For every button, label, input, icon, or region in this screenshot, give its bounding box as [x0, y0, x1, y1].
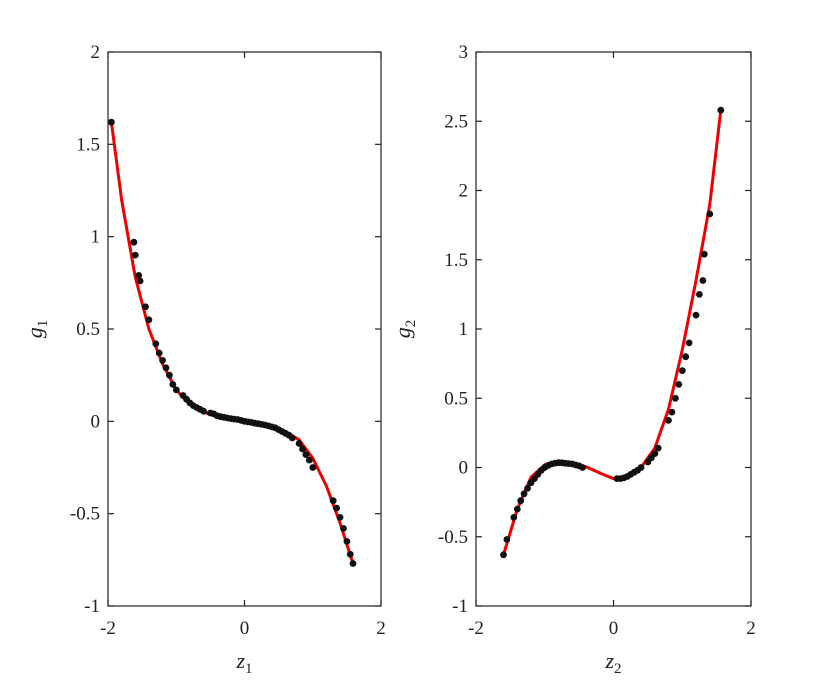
data-point [142, 303, 149, 311]
y-tick-label: 0 [459, 458, 469, 479]
data-point [329, 497, 337, 505]
data-point [510, 514, 518, 521]
data-point [159, 357, 167, 364]
x-tick-label: 0 [240, 618, 250, 639]
y-tick-label: 1 [459, 319, 469, 340]
data-point [299, 445, 306, 453]
data-point [699, 277, 707, 284]
data-point [682, 353, 690, 361]
data-point [672, 394, 679, 402]
data-point [145, 316, 153, 324]
data-point [200, 407, 208, 415]
data-point [130, 238, 138, 246]
x-axis-label-subscript: 2 [614, 661, 622, 677]
data-point [513, 505, 521, 513]
data-point [678, 367, 686, 374]
data-point [651, 450, 659, 457]
y-tick-label: 0.5 [76, 319, 100, 340]
data-point [346, 550, 354, 558]
y-tick-label: 2.5 [444, 111, 468, 132]
data-point [172, 386, 180, 394]
y-tick-label: 2 [459, 181, 469, 202]
data-point [668, 408, 676, 416]
y-tick-label: 1.5 [444, 250, 468, 271]
data-point [343, 538, 351, 545]
y-axis-label-subscript: 2 [403, 320, 419, 328]
x-tick-label: -2 [100, 618, 116, 639]
y-tick-label: 3 [459, 42, 469, 63]
data-point [579, 464, 586, 471]
data-point [336, 514, 344, 521]
x-tick-label: 0 [609, 618, 619, 639]
data-point [108, 118, 115, 126]
x-tick-label: 2 [746, 618, 756, 639]
data-point [500, 551, 507, 559]
x-axis-label-subscript: 1 [245, 661, 253, 677]
data-point [155, 349, 163, 357]
data-point [503, 536, 511, 543]
y-axis-label-main: g [22, 327, 47, 338]
x-axis-label: z1 [235, 648, 252, 677]
data-point [520, 490, 528, 498]
data-point [665, 417, 672, 424]
data-point [169, 381, 177, 388]
data-point [349, 560, 357, 567]
data-point [309, 464, 317, 471]
x-axis-label: z2 [604, 648, 621, 677]
y-tick-label: -0.5 [438, 527, 468, 548]
y-tick-label: 1.5 [76, 134, 100, 155]
data-point [152, 340, 160, 348]
y-axis-label-subscript: 1 [35, 320, 51, 328]
data-point [302, 451, 310, 458]
data-point [706, 210, 714, 218]
data-point [524, 484, 531, 492]
x-axis-label-main: z [235, 648, 245, 673]
y-tick-label: -1 [452, 596, 468, 617]
x-axis-label-main: z [604, 648, 614, 673]
data-point [700, 250, 708, 258]
y-tick-label: -1 [84, 596, 100, 617]
y-tick-label: -0.5 [70, 504, 100, 525]
data-point [135, 272, 143, 279]
x-tick-label: -2 [468, 618, 484, 639]
y-axis-label-main: g [390, 327, 415, 338]
data-point [295, 440, 303, 447]
data-point [166, 371, 173, 379]
data-point [675, 381, 683, 388]
data-point [340, 525, 347, 532]
y-tick-label: 0 [91, 411, 101, 432]
data-point [305, 456, 313, 464]
y-axis-label: g1 [22, 320, 51, 339]
data-point [131, 251, 139, 259]
data-point [162, 364, 170, 372]
data-point [517, 497, 525, 505]
data-point [637, 464, 645, 471]
y-axis-label: g2 [390, 320, 419, 339]
data-point [696, 291, 703, 298]
data-point [136, 277, 144, 285]
data-point [333, 504, 340, 512]
data-point [685, 339, 693, 347]
data-point [717, 106, 725, 114]
x-tick-label: 2 [376, 618, 386, 639]
data-point [654, 444, 662, 452]
data-point [692, 311, 700, 319]
data-point [288, 434, 296, 442]
y-tick-label: 2 [91, 42, 101, 63]
y-tick-label: 0.5 [444, 388, 468, 409]
y-tick-label: 1 [91, 227, 101, 248]
